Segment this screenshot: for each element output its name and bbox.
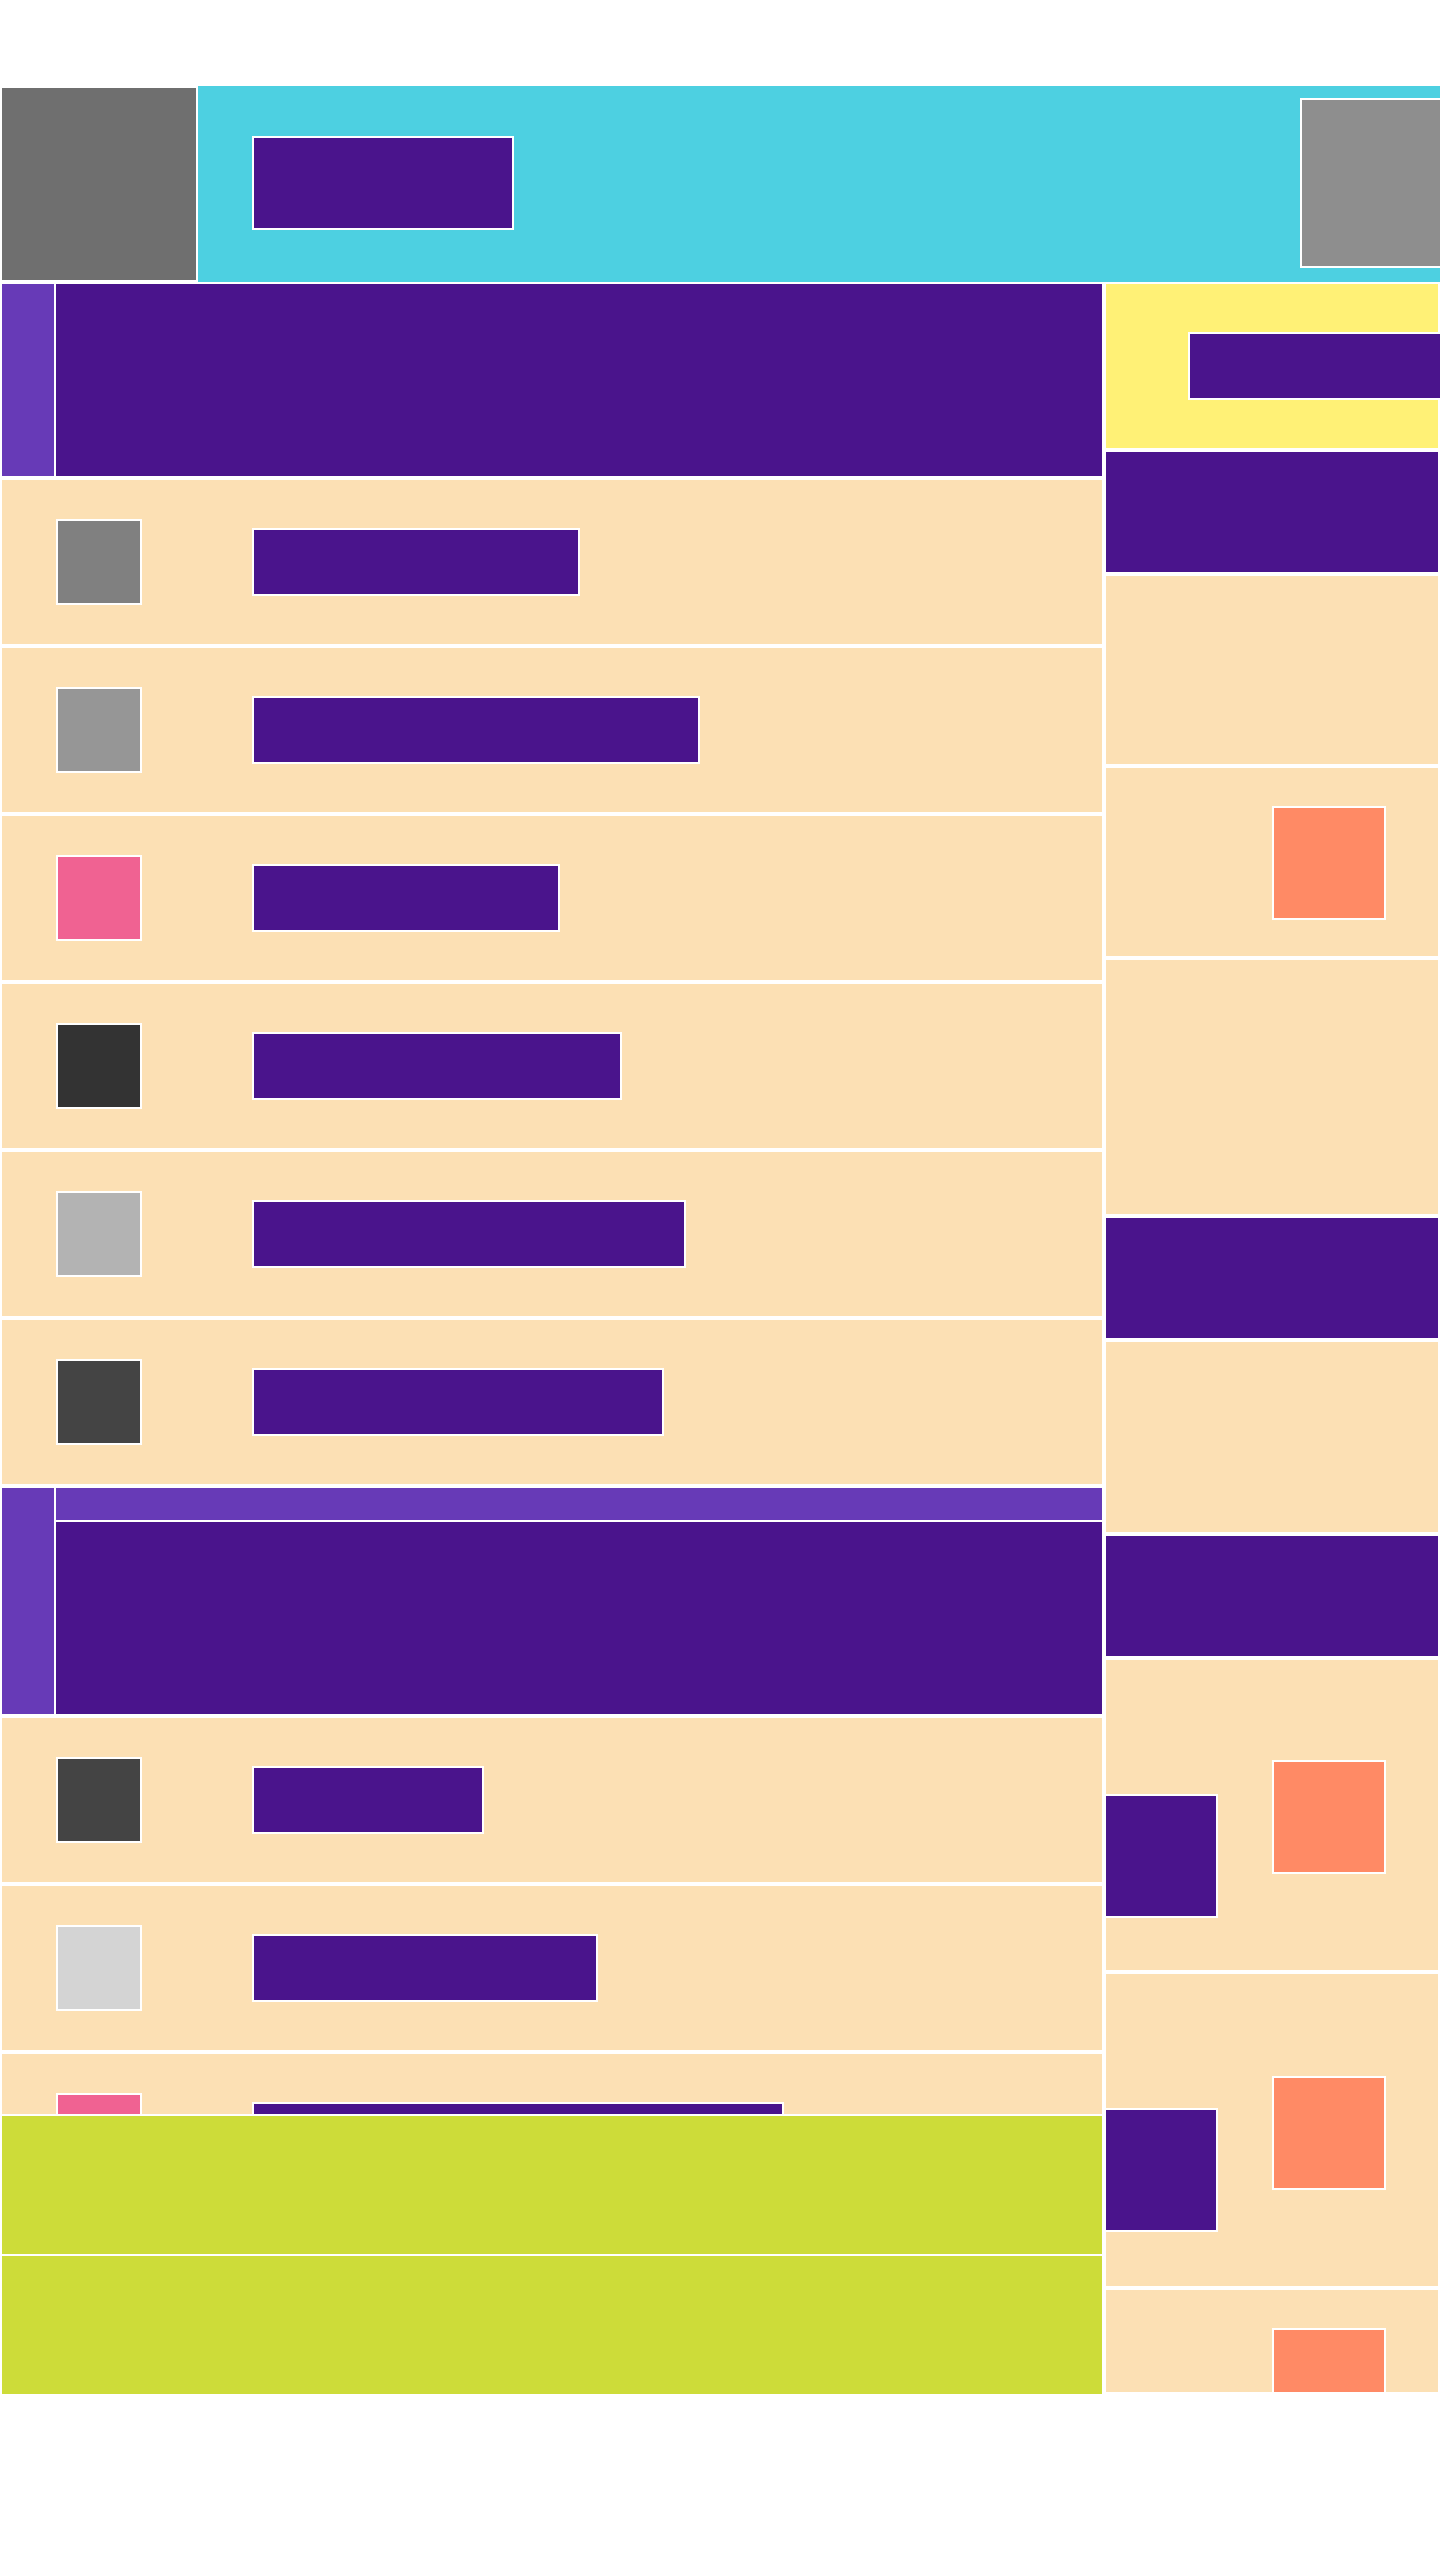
- menu-icon[interactable]: [1300, 98, 1440, 268]
- highlight-label: [1188, 332, 1440, 400]
- section-header: [0, 1520, 1104, 1716]
- item-label: [252, 528, 580, 596]
- item-label: [252, 1032, 622, 1100]
- item-icon: [56, 1191, 142, 1277]
- avatar-icon[interactable]: [0, 86, 198, 282]
- list-item[interactable]: [0, 1716, 1104, 1884]
- sidebar-group-header: [1104, 1534, 1440, 1658]
- app-header: [0, 86, 1440, 282]
- secondary-action-button[interactable]: [0, 2254, 1104, 2396]
- item-label: [252, 1766, 484, 1834]
- page-title: [252, 136, 514, 230]
- orange-tile-icon[interactable]: [1272, 806, 1386, 920]
- sidebar-card[interactable]: [1104, 1340, 1440, 1534]
- section-marker: [0, 1486, 56, 1716]
- item-label: [252, 1368, 664, 1436]
- item-label: [252, 1934, 598, 2002]
- sidebar-badge: [1104, 2108, 1218, 2232]
- orange-tile-icon[interactable]: [1272, 2328, 1386, 2394]
- sidebar-group-header: [1104, 450, 1440, 574]
- section-header: [0, 282, 1104, 478]
- primary-action-button[interactable]: [0, 2114, 1104, 2256]
- item-icon: [56, 855, 142, 941]
- sidebar-badge: [1104, 1794, 1218, 1918]
- sidebar-group-header: [1104, 1216, 1440, 1340]
- item-label: [252, 1200, 686, 1268]
- item-icon: [56, 1359, 142, 1445]
- section-marker: [0, 282, 56, 478]
- orange-tile-icon[interactable]: [1272, 1760, 1386, 1874]
- item-label: [252, 696, 700, 764]
- section-divider: [0, 1486, 1104, 1524]
- item-icon: [56, 1023, 142, 1109]
- item-icon: [56, 1925, 142, 2011]
- item-icon: [56, 519, 142, 605]
- item-icon: [56, 687, 142, 773]
- item-icon: [56, 1757, 142, 1843]
- orange-tile-icon[interactable]: [1272, 2076, 1386, 2190]
- sidebar-card[interactable]: [1104, 958, 1440, 1216]
- sidebar-card[interactable]: [1104, 574, 1440, 766]
- item-label: [252, 864, 560, 932]
